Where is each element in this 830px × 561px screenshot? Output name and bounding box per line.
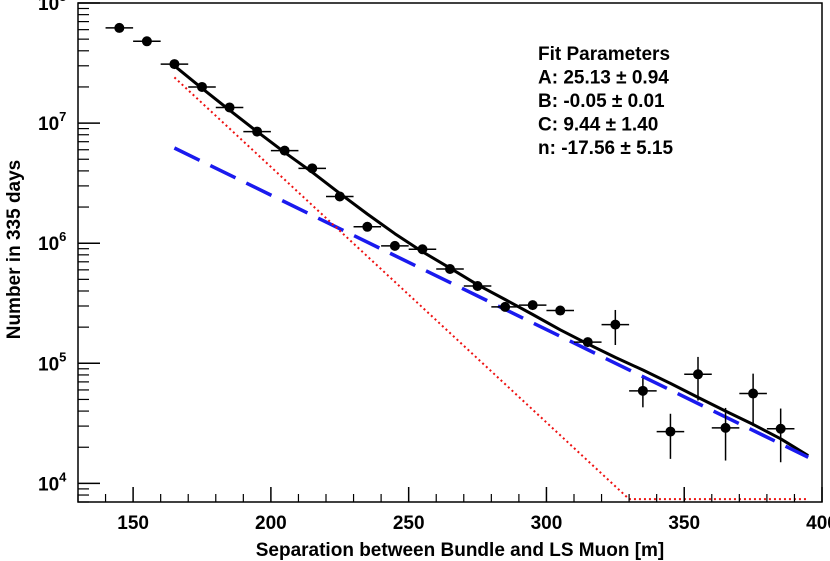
data-points (105, 22, 795, 463)
axes: 150 200 250 300 350 400 104 105 106 107 108 (38, 0, 830, 534)
data-point (518, 300, 547, 311)
data-marker (637, 385, 648, 396)
x-tick-label: 350 (668, 513, 700, 534)
fit-parameters-box: Fit Parameters A: 25.13 ± 0.94 B: -0.05 … (538, 44, 673, 159)
x-tick-label: 250 (393, 513, 425, 534)
data-point (739, 373, 767, 427)
data-point (436, 263, 464, 274)
data-point (711, 407, 740, 461)
data-marker (279, 145, 290, 156)
data-point (133, 36, 161, 47)
fit-curve-dotted (173, 76, 809, 501)
data-marker (445, 263, 455, 274)
data-marker (141, 36, 152, 47)
data-point (766, 408, 795, 463)
data-marker (500, 301, 511, 312)
data-marker (334, 191, 345, 202)
x-tick-label: 400 (806, 513, 830, 534)
y-tick-label: 105 (38, 349, 66, 375)
data-point (463, 281, 492, 292)
fit-curves (173, 64, 809, 501)
data-point (215, 102, 244, 113)
y-tick-label: 106 (38, 229, 66, 255)
data-point (408, 244, 437, 255)
data-point (546, 305, 574, 316)
data-point (574, 337, 602, 348)
data-marker (527, 300, 538, 311)
data-point (298, 163, 326, 174)
data-point (188, 81, 216, 92)
data-marker (555, 305, 566, 316)
data-marker (307, 163, 318, 174)
data-marker (610, 319, 621, 330)
data-point (491, 301, 519, 312)
fit-parameters-title: Fit Parameters (538, 44, 670, 65)
data-marker (417, 244, 428, 255)
data-marker (775, 423, 786, 434)
data-marker (582, 337, 593, 348)
fit-curve-total (173, 64, 809, 457)
data-point (105, 22, 134, 33)
y-tick-label: 108 (38, 0, 66, 15)
data-point (353, 221, 382, 232)
fit-parameter-b: B: -0.05 ± 0.01 (538, 91, 665, 112)
plot-frame (77, 2, 823, 503)
data-point (684, 356, 712, 401)
data-marker (389, 240, 400, 251)
y-axis-label: Number in 335 days (4, 160, 25, 340)
data-marker (252, 126, 263, 137)
data-marker (472, 281, 483, 292)
data-marker (665, 426, 676, 437)
x-axis-label: Separation between Bundle and LS Muon [m… (256, 540, 665, 561)
data-marker (720, 422, 731, 433)
x-tick-label: 150 (117, 513, 149, 534)
data-marker (362, 221, 373, 232)
data-point (601, 309, 630, 346)
y-tick-label: 107 (38, 109, 66, 135)
data-point (270, 145, 299, 156)
data-marker (224, 102, 235, 113)
data-marker (748, 388, 759, 399)
data-point (629, 378, 657, 408)
y-tick-label: 104 (38, 469, 67, 495)
data-point (160, 59, 189, 70)
data-marker (693, 369, 703, 380)
data-point (243, 126, 271, 137)
fit-parameter-c: C: 9.44 ± 1.40 (538, 115, 658, 136)
data-marker (114, 22, 125, 33)
data-point (656, 413, 685, 459)
data-point (381, 240, 409, 251)
fit-parameter-n: n: -17.56 ± 5.15 (538, 138, 673, 159)
data-marker (197, 81, 207, 92)
x-tick-label: 300 (531, 513, 563, 534)
data-marker (169, 59, 180, 70)
x-tick-label: 200 (255, 513, 287, 534)
fit-curve-dashed (173, 146, 809, 459)
fit-parameter-a: A: 25.13 ± 0.94 (538, 68, 669, 89)
data-point (326, 191, 354, 202)
